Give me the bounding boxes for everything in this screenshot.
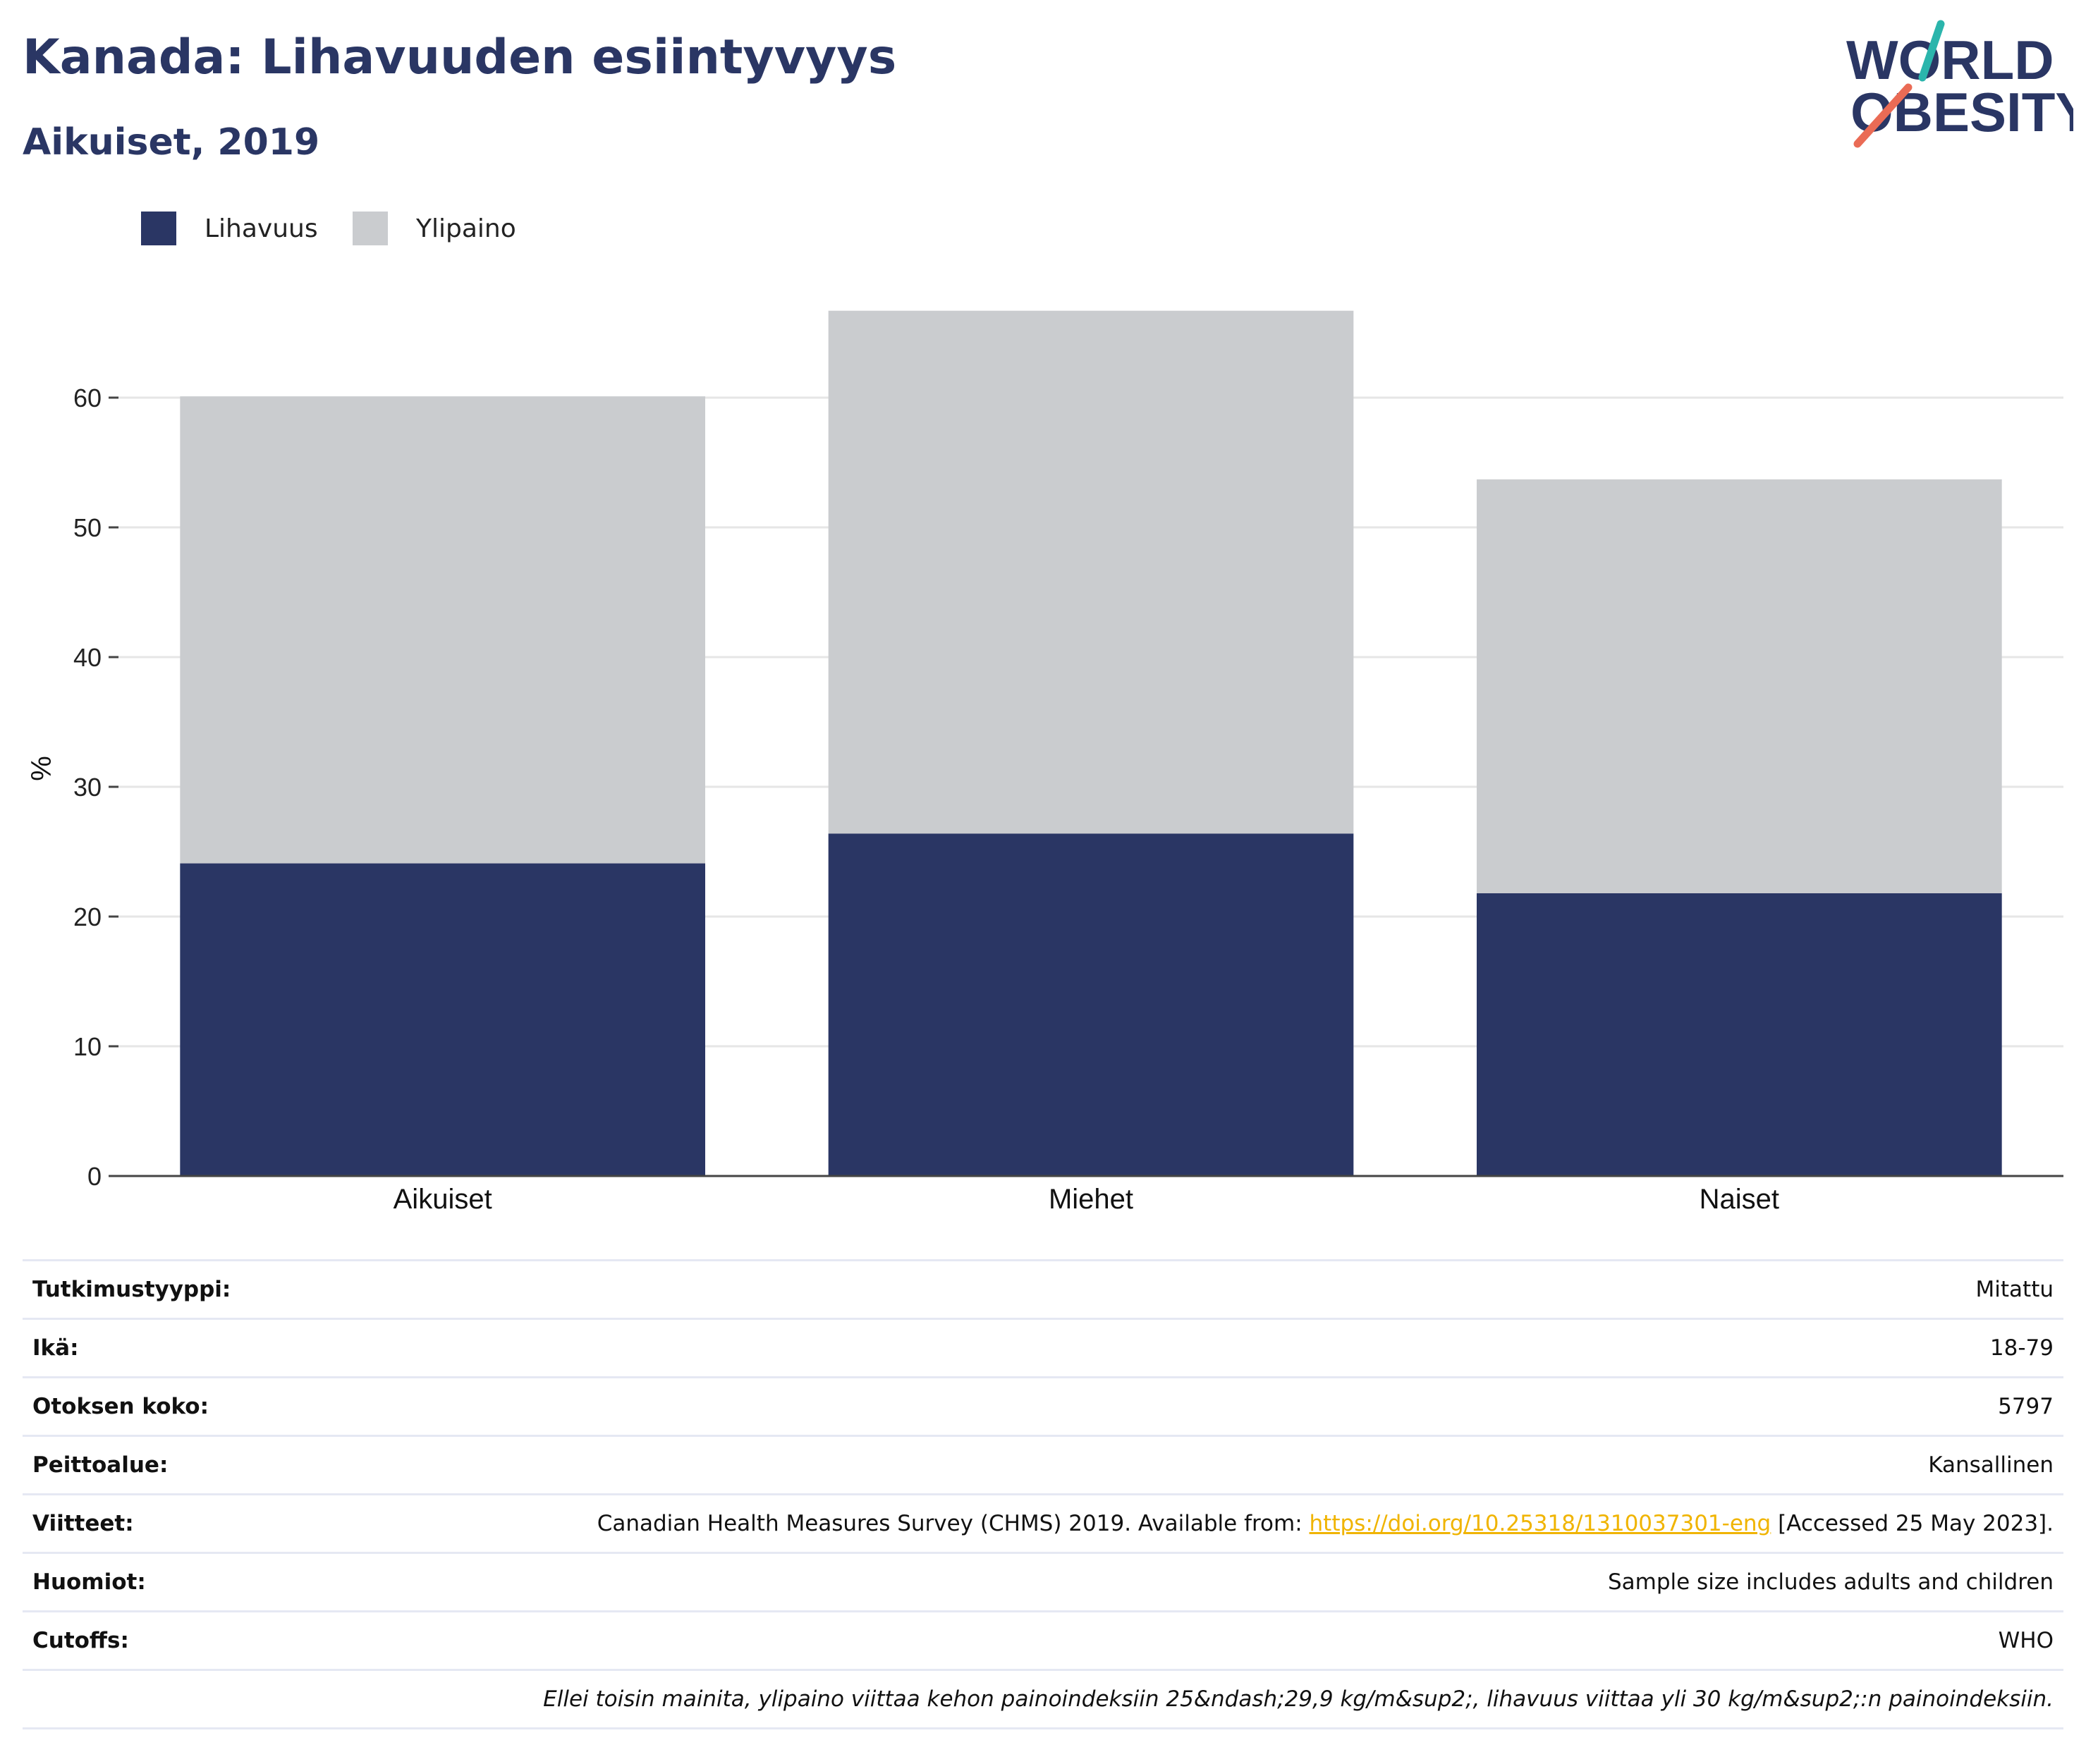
meta-key: Tutkimustyyppi: [32,1277,231,1302]
y-tick-label: 40 [73,643,102,672]
meta-row-references: Viitteet: Canadian Health Measures Surve… [23,1495,2063,1554]
y-tick-label: 30 [73,773,102,802]
x-tick-label: Aikuiset [394,1184,492,1215]
bar-overweight-miehet [828,310,1354,834]
bar-obesity-miehet [828,833,1354,1176]
legend-label-obesity: Lihavuus [205,214,318,243]
legend-swatch-overweight [353,212,388,245]
meta-key: Ikä: [32,1335,79,1361]
legend-item-overweight[interactable]: Ylipaino [353,209,516,248]
meta-row-study-type: Tutkimustyyppi: Mitattu [23,1261,2063,1320]
meta-value: Mitattu [1975,1277,2054,1302]
legend-label-overweight: Ylipaino [416,214,516,243]
bar-obesity-aikuiset [180,863,705,1176]
meta-value: Kansallinen [1928,1452,2054,1478]
y-tick-label: 20 [73,902,102,931]
metadata-table: Tutkimustyyppi: Mitattu Ikä: 18-79 Otoks… [23,1259,2063,1729]
meta-value: Sample size includes adults and children [1607,1569,2054,1595]
y-tick-label: 10 [73,1032,102,1061]
meta-row-cutoffs: Cutoffs: WHO [23,1612,2063,1671]
meta-key: Viitteet: [32,1511,134,1536]
meta-row-definition-note: Ellei toisin mainita, ylipaino viittaa k… [23,1671,2063,1729]
legend-item-obesity[interactable]: Lihavuus [141,209,318,248]
meta-key: Cutoffs: [32,1628,129,1653]
logo-slash-coral [1853,83,1913,148]
meta-key: Otoksen koko: [32,1394,209,1419]
stacked-bar-chart: 0 10 20 30 40 50 60 Aikuiset Miehet Naiset % [26,310,2063,1215]
meta-row-coverage: Peittoalue: Kansallinen [23,1437,2063,1495]
x-tick-label: Naiset [1700,1184,1779,1215]
x-tick-label: Miehet [1049,1184,1133,1215]
reference-text: Canadian Health Measures Survey (CHMS) 2… [597,1511,1310,1536]
definition-note: Ellei toisin mainita, ylipaino viittaa k… [543,1686,2054,1712]
reference-link[interactable]: https://doi.org/10.25318/1310037301-eng [1309,1511,1771,1536]
meta-key: Huomiot: [32,1569,146,1595]
meta-value: 5797 [1998,1394,2054,1419]
bar-obesity-naiset [1477,893,2002,1176]
y-axis-label: % [26,756,57,781]
bars [180,310,2002,1176]
meta-row-sample-size: Otoksen koko: 5797 [23,1378,2063,1437]
bar-overweight-aikuiset [180,396,705,864]
chart-title: Kanada: Lihavuuden esiintyvyys [23,30,897,85]
meta-value: 18-79 [1989,1335,2054,1361]
meta-row-age: Ikä: 18-79 [23,1320,2063,1378]
meta-value: WHO [1998,1628,2054,1653]
axes: 0 10 20 30 40 50 60 Aikuiset Miehet Naiset [73,384,2063,1215]
y-tick-label: 60 [73,384,102,412]
meta-row-notes: Huomiot: Sample size includes adults and… [23,1554,2063,1612]
chart-subtitle: Aikuiset, 2019 [23,121,320,164]
y-tick-label: 50 [73,513,102,542]
logo-text-world: WORLD [1846,29,2054,91]
world-obesity-logo: WORLD OBESITY [1846,20,2073,148]
y-tick-label: 0 [87,1162,102,1191]
logo-slash-teal [1918,20,1945,82]
meta-value: Canadian Health Measures Survey (CHMS) 2… [597,1511,2054,1536]
reference-accessed: [Accessed 25 May 2023]. [1771,1511,2054,1536]
legend-swatch-obesity [141,212,176,245]
meta-key: Peittoalue: [32,1452,169,1478]
bar-overweight-naiset [1477,479,2002,893]
